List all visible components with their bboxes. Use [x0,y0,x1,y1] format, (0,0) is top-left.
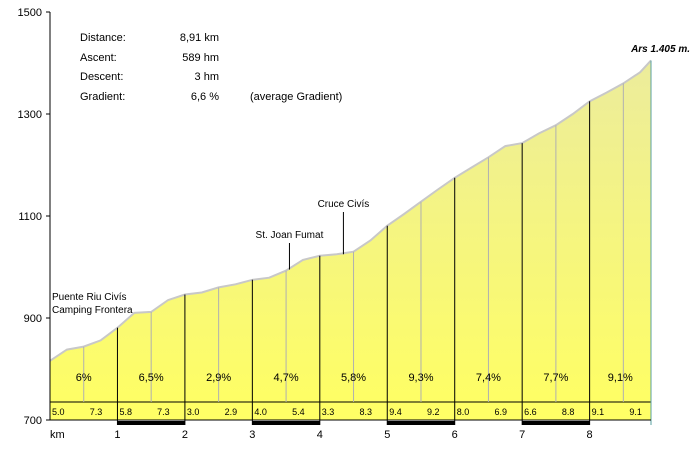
half-km-gradient-label: 7.3 [90,407,103,417]
waypoint-label: St. Joan Fumat [256,230,324,241]
half-km-gradient-label: 8.8 [562,407,575,417]
x-tick-label: 3 [249,429,255,441]
half-km-gradient-label: 3.3 [322,407,335,417]
km-scale-bar [117,421,185,425]
segment-gradient-label: 9,3% [408,372,433,384]
x-tick-label: 6 [452,429,458,441]
stat-ascent-label: Ascent: [80,52,117,64]
half-km-gradient-label: 9.1 [592,407,605,417]
stat-gradient-label: Gradient: [80,91,125,103]
x-tick-label: 4 [317,429,323,441]
x-tick-label: 7 [519,429,525,441]
y-tick-label: 1100 [18,211,42,223]
half-km-gradient-label: 9.2 [427,407,440,417]
stat-descent-label: Descent: [80,71,123,83]
half-km-gradient-label: 8.0 [457,407,470,417]
half-km-gradient-label: 6.9 [494,407,507,417]
stats-panel: Distance: 8,91 km Ascent: 589 hm Descent… [80,32,342,103]
segment-gradient-label: 5,8% [341,372,366,384]
x-tick-label: 5 [384,429,390,441]
segment-gradient-label: 4,7% [274,372,299,384]
stat-gradient-note: (average Gradient) [250,91,342,103]
half-km-gradient-label: 5.4 [292,407,305,417]
km-scale-bar [387,421,455,425]
waypoint-label: Camping Frontera [52,305,133,316]
segment-gradient-label: 7,7% [543,372,568,384]
summit-label: Ars 1.405 m. [630,44,690,55]
km-scale-bar [522,421,590,425]
x-tick-label: 2 [182,429,188,441]
waypoint-label: Cruce Civís [318,199,370,210]
half-km-gradient-label: 8.3 [360,407,373,417]
gradient-band [49,401,652,421]
stat-gradient-value: 6,6 % [191,91,219,103]
half-km-gradient-label: 5.0 [52,407,65,417]
segment-gradient-label: 6,5% [139,372,164,384]
y-tick-label: 1300 [18,109,42,121]
half-km-gradient-label: 6.6 [524,407,537,417]
y-tick-label: 700 [24,415,42,427]
segment-gradient-label: 2,9% [206,372,231,384]
segment-gradient-label: 9,1% [608,372,633,384]
km-scale-bar [252,421,320,425]
stat-ascent-value: 589 hm [182,52,219,64]
stat-distance-label: Distance: [80,32,126,44]
waypoint-label: Puente Riu Civís [52,292,126,303]
half-km-gradient-label: 7.3 [157,407,170,417]
y-tick-label: 1500 [18,7,42,19]
half-km-gradient-label: 3.0 [187,407,200,417]
half-km-gradient-label: 2.9 [225,407,238,417]
segment-gradient-label: 6% [76,372,92,384]
x-axis-unit-label: km [50,429,65,441]
y-tick-label: 900 [24,313,42,325]
half-km-gradient-label: 9.4 [389,407,402,417]
stat-distance-value: 8,91 km [180,32,219,44]
stat-descent-value: 3 hm [195,71,219,83]
x-tick-label: 1 [114,429,120,441]
profile-area [50,60,651,421]
half-km-gradient-label: 5.8 [119,407,132,417]
half-km-gradient-label: 9.1 [629,407,642,417]
x-tick-label: 8 [587,429,593,441]
half-km-gradient-label: 4.0 [254,407,267,417]
segment-gradient-label: 7,4% [476,372,501,384]
